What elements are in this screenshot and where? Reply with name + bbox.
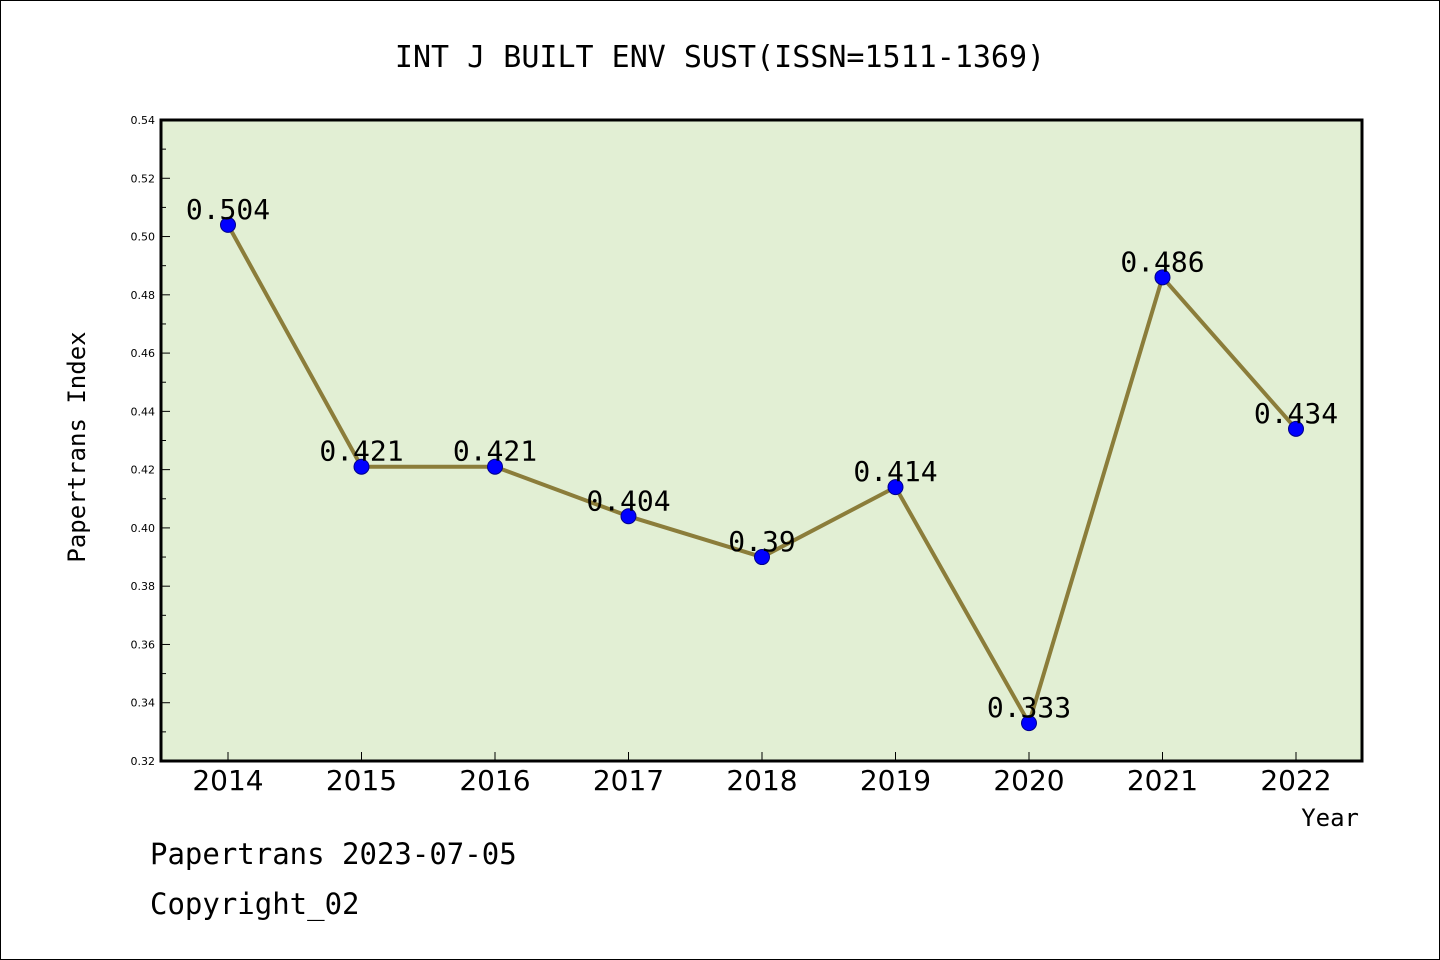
data-label: 0.486 — [1120, 245, 1204, 278]
y-tick-label: 0.46 — [131, 347, 156, 360]
data-label: 0.421 — [453, 435, 537, 468]
x-tick-label: 2017 — [593, 764, 664, 797]
data-point — [1021, 715, 1037, 732]
data-label: 0.333 — [987, 691, 1071, 724]
y-tick-label: 0.48 — [131, 289, 156, 302]
y-tick-label: 0.52 — [131, 172, 156, 185]
plot-area — [161, 120, 1362, 761]
chart-title: INT J BUILT ENV SUST(ISSN=1511-1369) — [395, 40, 1045, 75]
data-point — [620, 508, 637, 525]
data-point — [220, 216, 236, 233]
y-tick-label: 0.40 — [131, 522, 156, 535]
data-point — [487, 458, 503, 475]
data-label: 0.421 — [319, 435, 403, 468]
x-tick-label: 2016 — [459, 764, 530, 797]
y-tick-label: 0.50 — [131, 231, 156, 244]
data-point — [353, 458, 370, 475]
data-label: 0.39 — [728, 525, 795, 558]
x-axis-ticks: 2014 2015 2016 2017 2018 2019 2020 2021 2022 — [192, 752, 1332, 797]
data-point — [1288, 420, 1304, 437]
plot-frame — [159, 118, 1364, 763]
data-point — [887, 479, 904, 496]
data-label: 0.504 — [186, 193, 270, 226]
data-label: 0.414 — [853, 455, 937, 488]
data-labels: 0.504 0.421 0.421 0.404 0.39 0.414 0.333 0.486 0… — [186, 193, 1338, 724]
y-tick-label: 0.44 — [131, 405, 156, 418]
y-tick-label: 0.32 — [131, 755, 156, 768]
y-axis-label: Papertrans Index — [63, 331, 91, 562]
x-tick-label: 2015 — [326, 764, 397, 797]
x-axis-label: Year — [1301, 804, 1359, 832]
x-tick-label: 2014 — [192, 764, 263, 797]
footer-date: Papertrans 2023-07-05 — [150, 837, 517, 871]
footer-copyright: Copyright_02 — [150, 887, 360, 922]
x-tick-label: 2020 — [993, 764, 1064, 797]
data-series — [220, 216, 1304, 732]
y-tick-label: 0.38 — [131, 580, 156, 593]
x-tick-label: 2022 — [1260, 764, 1331, 797]
y-tick-label: 0.34 — [131, 697, 156, 710]
x-tick-label: 2018 — [726, 764, 797, 797]
y-tick-label: 0.54 — [131, 114, 156, 127]
data-label: 0.434 — [1254, 397, 1338, 430]
data-point — [754, 549, 770, 566]
y-axis-ticks: 0.32 0.34 0.36 0.38 0.40 0.42 0.44 0.46 0.48 0.50… — [131, 114, 170, 768]
y-tick-label: 0.42 — [131, 464, 156, 477]
data-label: 0.404 — [586, 484, 670, 517]
x-tick-label: 2021 — [1127, 764, 1198, 797]
data-point — [1154, 269, 1171, 286]
x-tick-label: 2019 — [860, 764, 931, 797]
y-tick-label: 0.36 — [131, 638, 156, 651]
